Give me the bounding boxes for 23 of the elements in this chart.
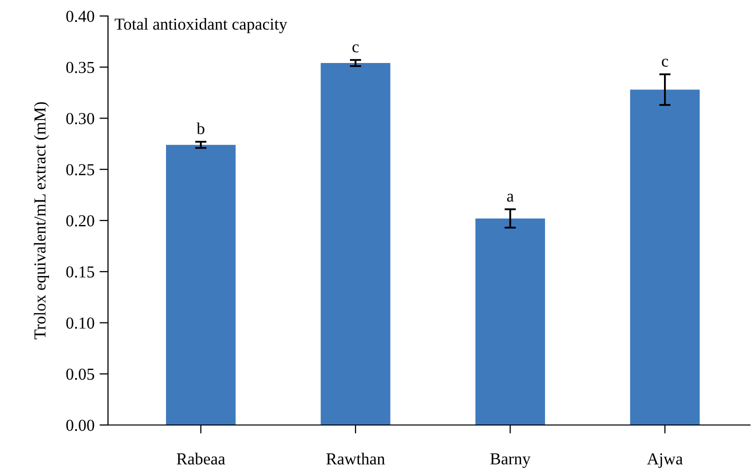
y-tick-label: 0.00 [66, 420, 94, 432]
x-tick-label: Rabeaa [176, 452, 226, 465]
x-tick-label: Rawthan [326, 452, 385, 465]
x-tick-label: Barny [490, 453, 531, 468]
annotation: b [196, 122, 204, 134]
y-tick-label: 0.35 [66, 62, 94, 74]
y-tick-label: 0.40 [66, 10, 94, 22]
bar [320, 63, 390, 425]
chart-title: Total antioxidant capacity [114, 18, 288, 34]
bar [166, 144, 236, 425]
y-tick-label: 0.05 [66, 368, 94, 380]
y-tick-label: 0.20 [66, 215, 94, 227]
y-axis-title: Trolox equivalent/mL extract (mM) [34, 102, 49, 340]
bar [630, 90, 700, 425]
y-tick-label: 0.30 [66, 112, 94, 124]
y-tick-label: 0.10 [66, 317, 94, 329]
bar [475, 218, 546, 425]
y-tick-label: 0.25 [66, 164, 94, 176]
annotation: c [662, 58, 668, 67]
annotation: c [352, 44, 359, 52]
y-tick-label: 0.15 [66, 266, 94, 278]
annotation: a [507, 194, 514, 202]
x-tick-label: Ajwa [647, 453, 683, 468]
